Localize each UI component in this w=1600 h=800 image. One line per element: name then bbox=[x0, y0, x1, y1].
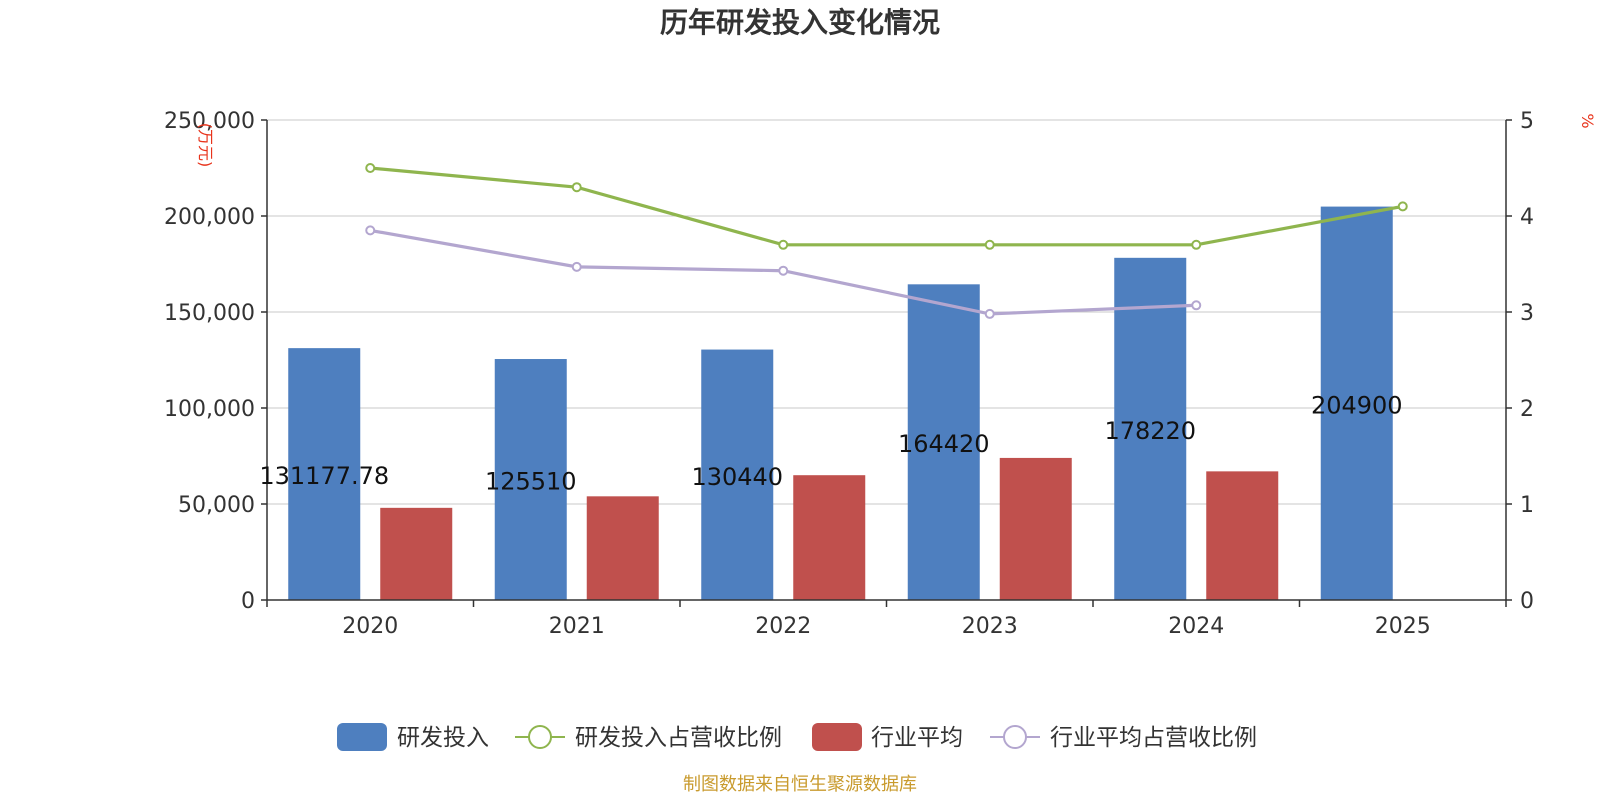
bar-industry-average bbox=[999, 457, 1072, 600]
line-rd-ratio-point bbox=[571, 182, 582, 193]
line-rd-ratio-point bbox=[1191, 239, 1202, 250]
legend-swatch-marker bbox=[1003, 725, 1027, 749]
line-industry-ratio-point bbox=[1191, 300, 1202, 311]
left-axis-tick-label: 50,000 bbox=[178, 493, 255, 518]
bar-industry-average bbox=[1206, 471, 1279, 600]
bar-industry-average bbox=[586, 496, 659, 600]
left-axis-tick-label: 100,000 bbox=[164, 397, 255, 422]
legend-label: 研发投入 bbox=[397, 725, 489, 751]
right-axis-tick-label: 3 bbox=[1520, 301, 1534, 326]
right-axis-tick-label: 0 bbox=[1520, 589, 1534, 614]
bar-industry-average bbox=[793, 475, 866, 600]
x-axis-tick-label: 2024 bbox=[1168, 614, 1224, 639]
legend: 研发投入 研发投入占营收比例 行业平均 行业平均占营收比例 bbox=[337, 723, 1257, 751]
bar-industry-average bbox=[380, 507, 453, 600]
source-note: 制图数据来自恒生聚源数据库 bbox=[683, 774, 917, 795]
chart-title: 历年研发投入变化情况 bbox=[660, 6, 940, 39]
x-axis-tick-label: 2020 bbox=[342, 614, 398, 639]
left-axis-tick-label: 150,000 bbox=[164, 301, 255, 326]
left-axis-unit: (万元) bbox=[196, 123, 215, 168]
right-axis-tick-label: 5 bbox=[1520, 109, 1534, 134]
legend-label: 研发投入占营收比例 bbox=[575, 725, 782, 751]
right-axis-tick-label: 1 bbox=[1520, 493, 1534, 518]
data-label-rd-investment: 131177.78 bbox=[259, 462, 389, 490]
line-rd-ratio-point bbox=[365, 163, 376, 173]
right-axis-tick-label: 2 bbox=[1520, 397, 1534, 422]
legend-label: 行业平均 bbox=[871, 725, 963, 751]
line-industry-ratio-point bbox=[365, 225, 376, 236]
data-label-rd-investment: 130440 bbox=[691, 463, 783, 491]
bar-rd-investment bbox=[701, 349, 774, 600]
x-axis-tick-label: 2021 bbox=[549, 614, 605, 639]
data-label-rd-investment: 125510 bbox=[485, 468, 577, 496]
line-industry-ratio-point bbox=[571, 261, 582, 272]
right-axis-unit: % bbox=[1578, 113, 1597, 128]
legend-swatch-marker bbox=[528, 725, 552, 749]
bar-rd-investment bbox=[288, 348, 361, 600]
x-axis-tick-label: 2023 bbox=[962, 614, 1018, 639]
legend-swatch-bar bbox=[337, 723, 387, 751]
line-industry-ratio-point bbox=[984, 308, 995, 319]
data-label-rd-investment: 178220 bbox=[1104, 417, 1196, 445]
line-rd-ratio bbox=[370, 166, 1404, 247]
data-label-rd-investment: 164420 bbox=[898, 430, 990, 458]
line-rd-ratio-point bbox=[778, 239, 789, 250]
data-labels: 131177.78 125510 130440 164420 178220 204900 bbox=[259, 391, 1402, 495]
axes: 0 50,000 100,000 150,000 200,000 250,000 0 1 2 3 4… bbox=[164, 109, 1534, 639]
line-rd-ratio-point bbox=[1397, 201, 1408, 212]
left-axis-tick-label: 250,000 bbox=[164, 109, 255, 134]
bars bbox=[288, 206, 1393, 601]
grid bbox=[267, 119, 1506, 505]
bar-rd-investment bbox=[1114, 257, 1187, 600]
bar-rd-investment bbox=[1320, 206, 1393, 601]
x-axis-tick-label: 2022 bbox=[755, 614, 811, 639]
right-axis-tick-label: 4 bbox=[1520, 205, 1534, 230]
bar-rd-investment bbox=[494, 359, 567, 600]
legend-label: 行业平均占营收比例 bbox=[1050, 725, 1257, 751]
line-rd-ratio-point bbox=[984, 239, 995, 250]
left-axis-tick-label: 0 bbox=[241, 589, 255, 614]
lines bbox=[365, 163, 1408, 319]
line-industry-ratio-point bbox=[778, 265, 789, 276]
data-label-rd-investment: 204900 bbox=[1311, 391, 1403, 419]
x-axis-tick-label: 2025 bbox=[1375, 614, 1431, 639]
bar-rd-investment bbox=[907, 284, 980, 600]
legend-swatch-bar bbox=[812, 723, 862, 751]
left-axis-tick-label: 200,000 bbox=[164, 205, 255, 230]
